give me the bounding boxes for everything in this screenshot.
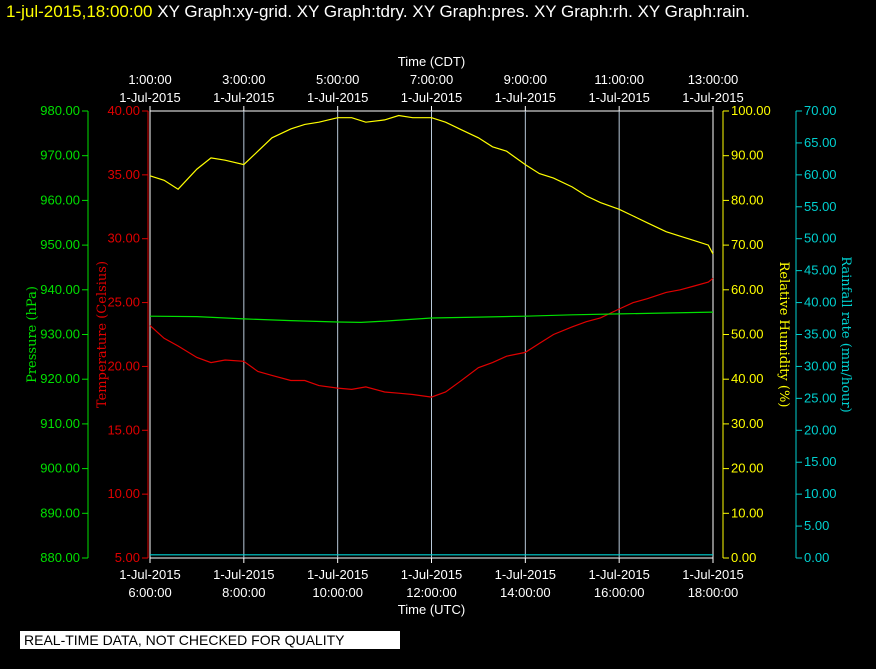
x-bottom-tick-date: 1-Jul-2015 bbox=[401, 567, 462, 582]
rh-tick-label: 90.00 bbox=[731, 148, 764, 163]
rain-tick-label: 60.00 bbox=[804, 167, 837, 182]
temperature-series-line bbox=[149, 277, 714, 398]
pressure-series-line bbox=[149, 311, 714, 324]
x-bottom-tick-date: 1-Jul-2015 bbox=[588, 567, 649, 582]
rain-tick-label: 30.00 bbox=[804, 358, 837, 373]
x-top-tick-time: 3:00:00 bbox=[222, 72, 265, 87]
rain-axis-label: Rainfall rate (mm/hour) bbox=[838, 256, 853, 412]
x-bottom-tick-date: 1-Jul-2015 bbox=[213, 567, 274, 582]
temperature-tick-label: 15.00 bbox=[107, 422, 140, 437]
rh-tick-label: 10.00 bbox=[731, 505, 764, 520]
temperature-tick-label: 5.00 bbox=[115, 550, 140, 565]
pressure-tick-label: 960.00 bbox=[40, 192, 80, 207]
rain-tick-label: 35.00 bbox=[804, 327, 837, 342]
rh-tick-label: 100.00 bbox=[731, 103, 771, 118]
temperature-tick-label: 35.00 bbox=[107, 167, 140, 182]
pressure-tick-label: 970.00 bbox=[40, 148, 80, 163]
x-top-tick-time: 1:00:00 bbox=[128, 72, 171, 87]
temperature-tick-label: 30.00 bbox=[107, 231, 140, 246]
rain-tick-label: 15.00 bbox=[804, 454, 837, 469]
pressure-tick-label: 880.00 bbox=[40, 550, 80, 565]
x-top-tick-date: 1-Jul-2015 bbox=[213, 90, 274, 105]
x-top-tick-date: 1-Jul-2015 bbox=[401, 90, 462, 105]
temperature-tick-label: 40.00 bbox=[107, 103, 140, 118]
x-top-tick-date: 1-Jul-2015 bbox=[588, 90, 649, 105]
chart-title-bar: 1-jul-2015,18:00:00 XY Graph:xy-grid. XY… bbox=[6, 2, 750, 22]
pressure-tick-label: 920.00 bbox=[40, 371, 80, 386]
x-top-tick-time: 5:00:00 bbox=[316, 72, 359, 87]
x-top-axis-label: Time (CDT) bbox=[398, 54, 465, 69]
x-bottom-tick-time: 18:00:00 bbox=[688, 585, 739, 600]
rain-tick-label: 10.00 bbox=[804, 486, 837, 501]
x-bottom-tick-time: 12:00:00 bbox=[406, 585, 457, 600]
rh-axis-label: Relative Humidity (%) bbox=[776, 262, 791, 408]
rh-series-line bbox=[149, 114, 714, 255]
x-top-tick-date: 1-Jul-2015 bbox=[495, 90, 556, 105]
rh-tick-label: 20.00 bbox=[731, 461, 764, 476]
x-top-tick-time: 13:00:00 bbox=[688, 72, 739, 87]
title-graphs: XY Graph:xy-grid. XY Graph:tdry. XY Grap… bbox=[157, 2, 750, 21]
rh-tick-label: 50.00 bbox=[731, 327, 764, 342]
x-bottom-tick-time: 16:00:00 bbox=[594, 585, 645, 600]
x-bottom-tick-date: 1-Jul-2015 bbox=[495, 567, 556, 582]
x-bottom-axis-label: Time (UTC) bbox=[398, 602, 465, 617]
x-top-tick-date: 1-Jul-2015 bbox=[307, 90, 368, 105]
rain-tick-label: 25.00 bbox=[804, 390, 837, 405]
rh-tick-label: 60.00 bbox=[731, 282, 764, 297]
x-bottom-tick-date: 1-Jul-2015 bbox=[682, 567, 743, 582]
x-bottom-tick-time: 8:00:00 bbox=[222, 585, 265, 600]
pressure-tick-label: 940.00 bbox=[40, 282, 80, 297]
rain-tick-label: 65.00 bbox=[804, 135, 837, 150]
x-top-tick-time: 7:00:00 bbox=[410, 72, 453, 87]
rain-tick-label: 40.00 bbox=[804, 295, 837, 310]
pressure-tick-label: 910.00 bbox=[40, 416, 80, 431]
rh-tick-label: 30.00 bbox=[731, 416, 764, 431]
rain-tick-label: 5.00 bbox=[804, 518, 829, 533]
rh-tick-label: 40.00 bbox=[731, 371, 764, 386]
rain-tick-label: 45.00 bbox=[804, 263, 837, 278]
rain-tick-label: 70.00 bbox=[804, 103, 837, 118]
rh-tick-label: 0.00 bbox=[731, 550, 756, 565]
quality-disclaimer: REAL-TIME DATA, NOT CHECKED FOR QUALITY bbox=[20, 631, 400, 649]
pressure-tick-label: 950.00 bbox=[40, 237, 80, 252]
title-date: 1-jul-2015,18:00:00 bbox=[6, 2, 153, 21]
temperature-axis-label: Temperature (Celsius) bbox=[95, 261, 110, 408]
rain-tick-label: 0.00 bbox=[804, 550, 829, 565]
rain-tick-label: 55.00 bbox=[804, 199, 837, 214]
x-bottom-tick-time: 6:00:00 bbox=[128, 585, 171, 600]
rh-tick-label: 70.00 bbox=[731, 237, 764, 252]
temperature-tick-label: 20.00 bbox=[107, 358, 140, 373]
pressure-tick-label: 890.00 bbox=[40, 505, 80, 520]
pressure-tick-label: 900.00 bbox=[40, 461, 80, 476]
rain-tick-label: 50.00 bbox=[804, 231, 837, 246]
x-bottom-tick-date: 1-Jul-2015 bbox=[119, 567, 180, 582]
x-top-tick-date: 1-Jul-2015 bbox=[682, 90, 743, 105]
x-bottom-tick-date: 1-Jul-2015 bbox=[307, 567, 368, 582]
rh-tick-label: 80.00 bbox=[731, 192, 764, 207]
pressure-tick-label: 980.00 bbox=[40, 103, 80, 118]
temperature-tick-label: 25.00 bbox=[107, 295, 140, 310]
temperature-tick-label: 10.00 bbox=[107, 486, 140, 501]
x-bottom-tick-time: 10:00:00 bbox=[312, 585, 363, 600]
pressure-axis-label: Pressure (hPa) bbox=[25, 286, 40, 383]
rain-tick-label: 20.00 bbox=[804, 422, 837, 437]
x-top-tick-time: 9:00:00 bbox=[504, 72, 547, 87]
pressure-tick-label: 930.00 bbox=[40, 327, 80, 342]
x-top-tick-time: 11:00:00 bbox=[594, 72, 644, 87]
x-bottom-tick-time: 14:00:00 bbox=[500, 585, 551, 600]
x-top-tick-date: 1-Jul-2015 bbox=[119, 90, 180, 105]
